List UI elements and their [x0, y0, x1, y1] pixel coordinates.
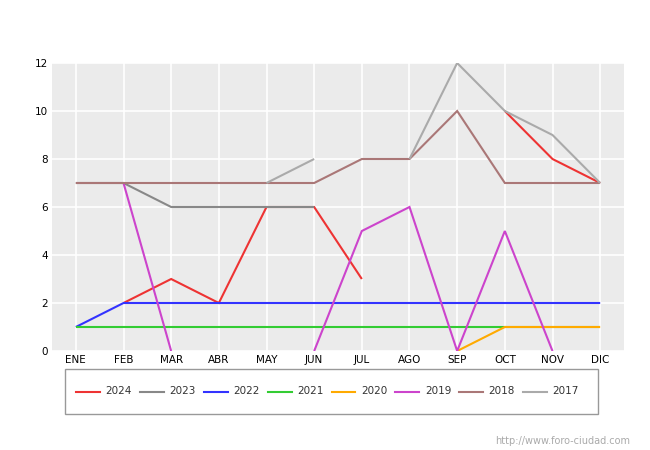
Text: 2024: 2024	[105, 387, 131, 396]
Text: Afiliados en La Hija de Dios a 30/11/2024: Afiliados en La Hija de Dios a 30/11/202…	[154, 16, 496, 34]
FancyBboxPatch shape	[65, 369, 598, 414]
Text: 2019: 2019	[425, 387, 451, 396]
Text: 2020: 2020	[361, 387, 387, 396]
Text: 2023: 2023	[169, 387, 195, 396]
Text: 2017: 2017	[552, 387, 579, 396]
Text: http://www.foro-ciudad.com: http://www.foro-ciudad.com	[495, 436, 630, 446]
Text: 2018: 2018	[489, 387, 515, 396]
Text: 2022: 2022	[233, 387, 259, 396]
Text: 2021: 2021	[297, 387, 323, 396]
